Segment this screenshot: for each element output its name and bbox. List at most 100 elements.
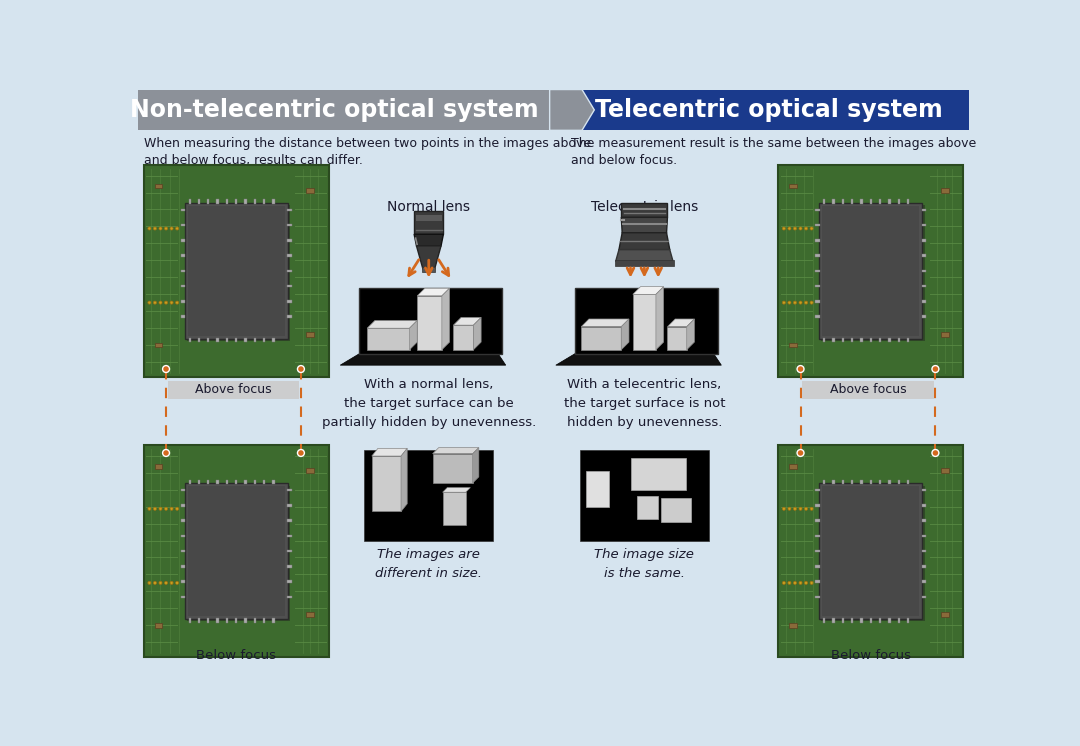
Circle shape: [932, 366, 939, 372]
Bar: [180, 285, 186, 287]
Circle shape: [810, 581, 813, 584]
Bar: [851, 199, 853, 204]
Bar: [888, 199, 891, 204]
Bar: [833, 480, 835, 484]
Bar: [921, 565, 927, 568]
Bar: [897, 199, 900, 204]
Circle shape: [810, 227, 813, 230]
Bar: [565, 90, 970, 131]
Bar: [897, 338, 900, 342]
Circle shape: [153, 581, 157, 584]
Bar: [823, 618, 825, 623]
Circle shape: [799, 227, 802, 230]
Bar: [815, 504, 820, 507]
Circle shape: [164, 581, 167, 584]
Bar: [921, 209, 927, 211]
Text: The images are
different in size.: The images are different in size.: [375, 548, 483, 580]
Bar: [287, 596, 292, 598]
Bar: [185, 203, 288, 339]
Bar: [235, 199, 238, 204]
Circle shape: [799, 507, 802, 510]
Bar: [921, 300, 927, 302]
Polygon shape: [556, 354, 721, 366]
Circle shape: [797, 366, 804, 372]
Bar: [216, 338, 219, 342]
Bar: [575, 288, 717, 354]
Bar: [144, 445, 328, 657]
Bar: [789, 464, 797, 468]
Circle shape: [170, 301, 173, 304]
Circle shape: [810, 301, 813, 304]
Bar: [921, 535, 927, 537]
Bar: [921, 504, 927, 507]
Circle shape: [153, 227, 157, 230]
Text: Above focus: Above focus: [195, 383, 272, 396]
Bar: [180, 254, 186, 257]
Circle shape: [163, 366, 170, 372]
Bar: [815, 300, 820, 302]
Polygon shape: [401, 448, 407, 512]
Polygon shape: [473, 318, 481, 350]
Bar: [187, 205, 291, 341]
Bar: [815, 550, 820, 552]
Bar: [272, 338, 274, 342]
Bar: [833, 338, 835, 342]
Bar: [815, 535, 820, 537]
Bar: [921, 596, 927, 598]
Bar: [921, 519, 927, 521]
Bar: [235, 618, 238, 623]
Bar: [180, 596, 186, 598]
Bar: [821, 486, 924, 621]
Bar: [631, 457, 686, 490]
Bar: [841, 338, 843, 342]
Bar: [819, 203, 922, 339]
Circle shape: [782, 507, 785, 510]
Bar: [581, 327, 621, 350]
Bar: [198, 480, 200, 484]
Bar: [189, 338, 191, 342]
Bar: [287, 550, 292, 552]
Polygon shape: [414, 234, 444, 246]
Bar: [921, 270, 927, 272]
Bar: [869, 480, 872, 484]
Bar: [180, 239, 186, 242]
Bar: [822, 206, 919, 336]
Bar: [414, 211, 444, 234]
Bar: [235, 480, 238, 484]
Polygon shape: [667, 319, 694, 327]
Bar: [287, 209, 292, 211]
Bar: [897, 618, 900, 623]
Bar: [287, 580, 292, 583]
Bar: [779, 445, 963, 657]
Bar: [823, 199, 825, 204]
Bar: [422, 267, 435, 272]
Bar: [815, 285, 820, 287]
Bar: [819, 483, 922, 619]
Bar: [244, 199, 246, 204]
Circle shape: [176, 301, 178, 304]
Bar: [180, 489, 186, 492]
Bar: [897, 480, 900, 484]
Bar: [633, 295, 656, 350]
Circle shape: [794, 507, 797, 510]
Bar: [861, 480, 863, 484]
Bar: [154, 342, 162, 348]
Polygon shape: [473, 448, 478, 483]
Polygon shape: [687, 319, 694, 350]
Circle shape: [788, 581, 791, 584]
Polygon shape: [616, 250, 673, 261]
Circle shape: [810, 507, 813, 510]
Bar: [254, 338, 256, 342]
Bar: [185, 483, 288, 619]
Bar: [180, 316, 186, 318]
Bar: [869, 618, 872, 623]
Bar: [189, 480, 191, 484]
Circle shape: [164, 507, 167, 510]
Bar: [180, 300, 186, 302]
Circle shape: [788, 507, 791, 510]
Polygon shape: [621, 319, 629, 350]
Circle shape: [799, 581, 802, 584]
Circle shape: [159, 581, 162, 584]
Bar: [287, 270, 292, 272]
Bar: [287, 285, 292, 287]
